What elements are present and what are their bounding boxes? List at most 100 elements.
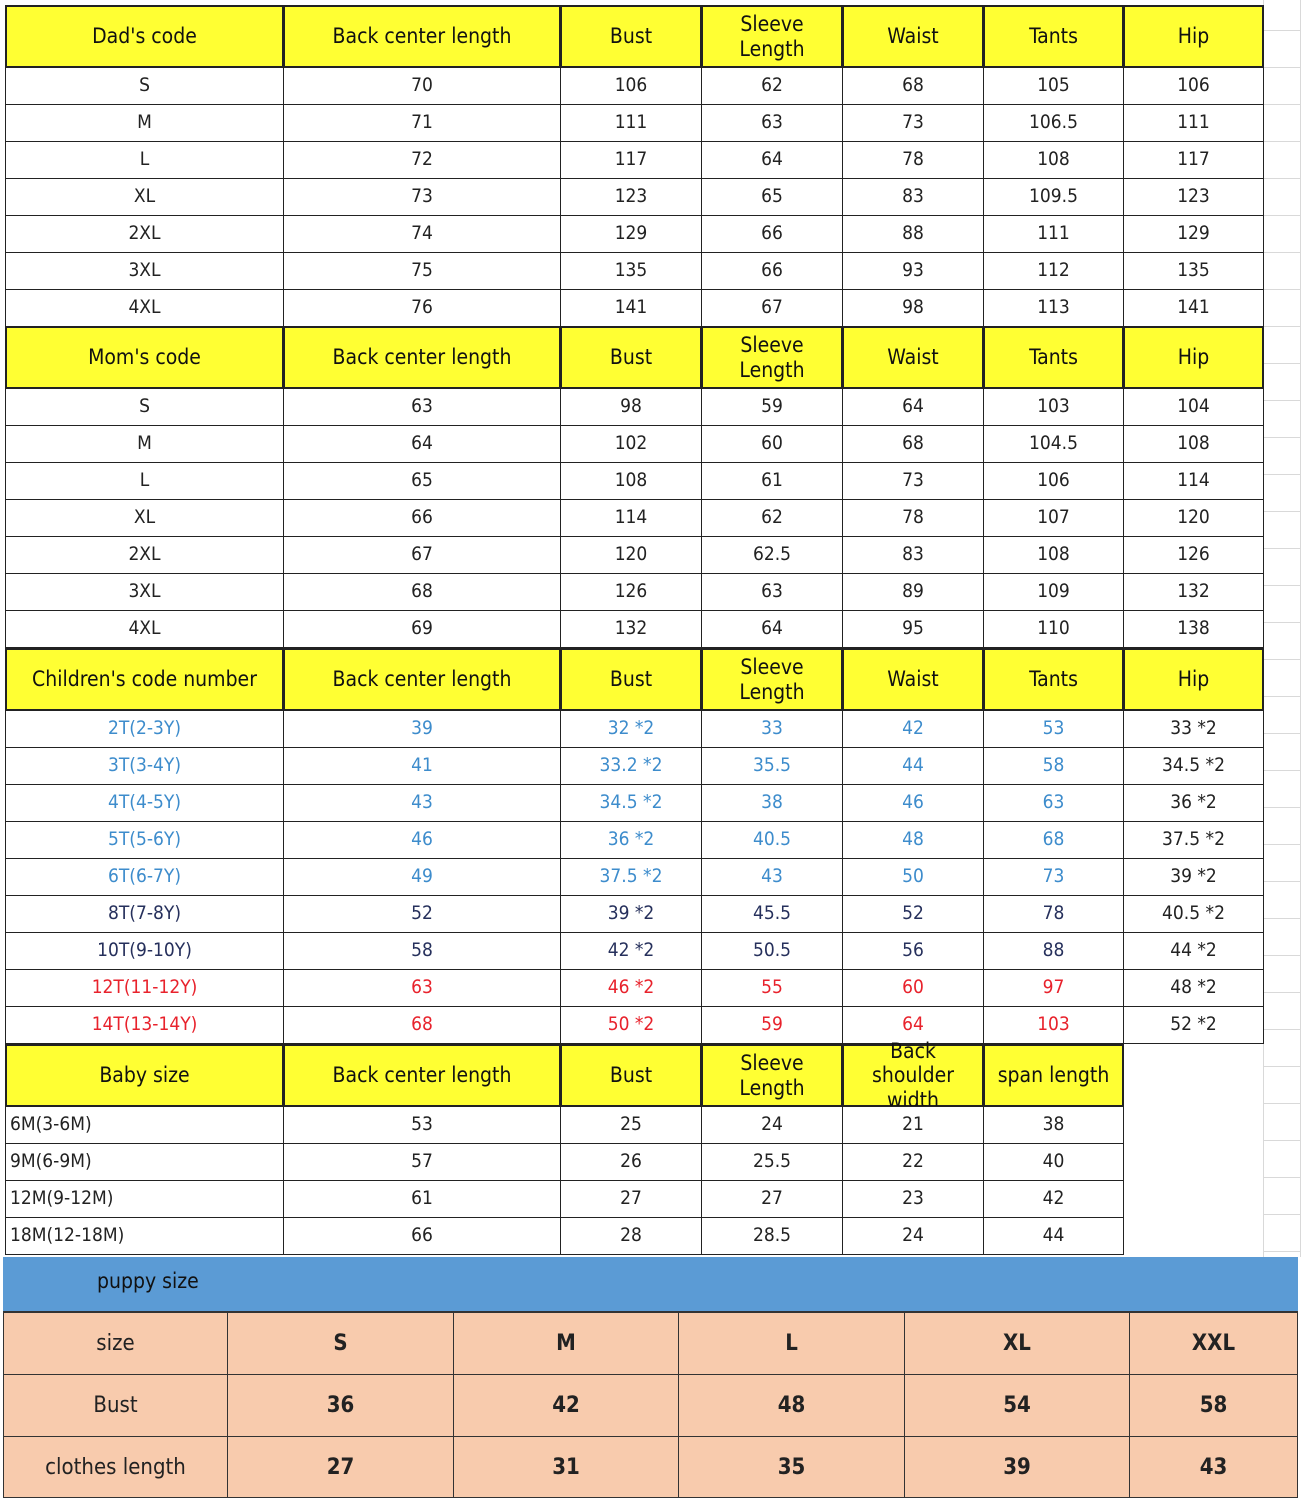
children-table-cell: 50 [842, 858, 984, 896]
dad-table-cell: 76 [283, 289, 561, 327]
children-table-cell: 48 [842, 821, 984, 859]
dad-table-cell: 78 [842, 141, 984, 179]
children-table-cell: 68 [283, 1006, 561, 1044]
baby-table-cell: 53 [283, 1106, 561, 1144]
mom-table-cell: 65 [283, 462, 561, 500]
puppy-table-cell: 43 [1129, 1436, 1298, 1498]
dad-table-cell: 66 [701, 215, 843, 253]
children-table-cell: 46 *2 [560, 969, 702, 1007]
mom-table-cell: 61 [701, 462, 843, 500]
baby-header-cell: Back center length [283, 1044, 561, 1107]
dad-table-cell: 74 [283, 215, 561, 253]
mom-table-cell: 132 [1123, 573, 1264, 611]
dad-table-cell: L [5, 141, 284, 179]
puppy-table-cell: Bust [3, 1374, 228, 1437]
mom-table-cell: 63 [283, 388, 561, 426]
baby-table-cell: 21 [842, 1106, 984, 1144]
dad-table-cell: 111 [1123, 104, 1264, 142]
dad-table-cell: 65 [701, 178, 843, 216]
dad-table-cell: 73 [842, 104, 984, 142]
puppy-table-cell: size [3, 1312, 228, 1375]
dad-table-cell: 112 [983, 252, 1124, 290]
dad-header-cell: Dad's code [5, 5, 284, 68]
children-table-cell: 36 *2 [1123, 784, 1264, 822]
mom-table-cell: 69 [283, 610, 561, 648]
children-header-cell: Tants [983, 648, 1124, 711]
mom-table-cell: 64 [842, 388, 984, 426]
puppy-size-title: puppy size [97, 1269, 199, 1293]
dad-table-cell: 72 [283, 141, 561, 179]
dad-table-cell: 141 [560, 289, 702, 327]
mom-table-cell: 104 [1123, 388, 1264, 426]
children-table-cell: 5T(5-6Y) [5, 821, 284, 859]
puppy-table-cell: XL [904, 1312, 1130, 1375]
mom-table-cell: 98 [560, 388, 702, 426]
dad-header-cell: Hip [1123, 5, 1264, 68]
children-table-cell: 60 [842, 969, 984, 1007]
children-table-cell: 63 [283, 969, 561, 1007]
dad-table-cell: 109.5 [983, 178, 1124, 216]
mom-table-cell: 63 [701, 573, 843, 611]
puppy-table-cell: L [678, 1312, 905, 1375]
dad-table-cell: 106 [1123, 67, 1264, 105]
mom-table-cell: 102 [560, 425, 702, 463]
dad-table-cell: 141 [1123, 289, 1264, 327]
dad-table-cell: 129 [560, 215, 702, 253]
mom-table-cell: 132 [560, 610, 702, 648]
children-table-cell: 55 [701, 969, 843, 1007]
baby-table-cell: 44 [983, 1217, 1124, 1255]
children-header-cell: Children's code number [5, 648, 284, 711]
puppy-table-cell: 35 [678, 1436, 905, 1498]
dad-table-cell: 98 [842, 289, 984, 327]
baby-table-cell: 40 [983, 1143, 1124, 1181]
baby-table-cell: 25.5 [701, 1143, 843, 1181]
children-table-cell: 52 *2 [1123, 1006, 1264, 1044]
children-table-cell: 43 [701, 858, 843, 896]
puppy-table-cell: 42 [453, 1374, 679, 1437]
dad-table-cell: 66 [701, 252, 843, 290]
dad-header-cell: Bust [560, 5, 702, 68]
baby-table-cell: 23 [842, 1180, 984, 1218]
baby-table-cell: 27 [701, 1180, 843, 1218]
puppy-table-cell: 48 [678, 1374, 905, 1437]
mom-table-cell: 73 [842, 462, 984, 500]
dad-table-cell: 106.5 [983, 104, 1124, 142]
baby-table-cell: 24 [701, 1106, 843, 1144]
dad-table-cell: 67 [701, 289, 843, 327]
dad-table-cell: 106 [560, 67, 702, 105]
children-table-cell: 4T(4-5Y) [5, 784, 284, 822]
mom-table-cell: 126 [560, 573, 702, 611]
dad-table-cell: 73 [283, 178, 561, 216]
children-table-cell: 50 *2 [560, 1006, 702, 1044]
dad-table-cell: 68 [842, 67, 984, 105]
children-table-cell: 38 [701, 784, 843, 822]
children-table-cell: 97 [983, 969, 1124, 1007]
puppy-table-cell: clothes length [3, 1436, 228, 1498]
mom-table-cell: 104.5 [983, 425, 1124, 463]
children-header-cell: Waist [842, 648, 984, 711]
puppy-table-cell: M [453, 1312, 679, 1375]
children-table-cell: 46 [283, 821, 561, 859]
dad-table-cell: 70 [283, 67, 561, 105]
children-header-cell: Hip [1123, 648, 1264, 711]
mom-table-cell: 64 [283, 425, 561, 463]
dad-table-cell: 135 [1123, 252, 1264, 290]
children-table-cell: 44 [842, 747, 984, 785]
children-table-cell: 33 *2 [1123, 710, 1264, 748]
mom-table-cell: 108 [560, 462, 702, 500]
children-table-cell: 40.5 [701, 821, 843, 859]
mom-table-cell: 126 [1123, 536, 1264, 574]
children-table-cell: 37.5 *2 [560, 858, 702, 896]
puppy-size-banner: puppy size [3, 1257, 1298, 1313]
dad-table-cell: S [5, 67, 284, 105]
puppy-table-cell: 54 [904, 1374, 1130, 1437]
puppy-table-cell: 58 [1129, 1374, 1298, 1437]
dad-table-cell: 117 [1123, 141, 1264, 179]
children-table-cell: 48 *2 [1123, 969, 1264, 1007]
mom-table-cell: XL [5, 499, 284, 537]
dad-table-cell: 83 [842, 178, 984, 216]
children-table-cell: 34.5 *2 [1123, 747, 1264, 785]
children-table-cell: 39 *2 [560, 895, 702, 933]
mom-table-cell: 106 [983, 462, 1124, 500]
mom-table-cell: 78 [842, 499, 984, 537]
